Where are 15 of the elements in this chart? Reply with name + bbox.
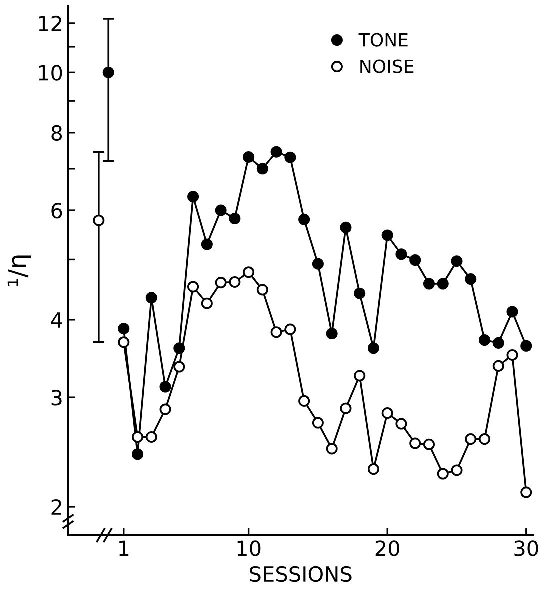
x-axis-title: SESSIONS: [250, 566, 352, 582]
y-tick-label: 4: [51, 312, 62, 328]
legend-label: NOISE: [360, 60, 414, 74]
x-tick-label: 1: [120, 540, 129, 556]
x-tick-label: 20: [376, 540, 400, 556]
y-tick-label: 6: [52, 202, 62, 219]
x-tick-label: 10: [238, 540, 261, 556]
y-tick-label: 10: [39, 65, 62, 81]
y-tick-label: 8: [52, 125, 62, 142]
y-tick-label: 2: [52, 499, 62, 515]
y-tick-label: 3: [52, 390, 62, 406]
x-tick-label: 30: [514, 540, 538, 556]
legend-label: TONE: [358, 33, 408, 47]
y-axis-title: ¹/η: [8, 256, 32, 286]
y-tick-label: 12: [39, 16, 62, 32]
